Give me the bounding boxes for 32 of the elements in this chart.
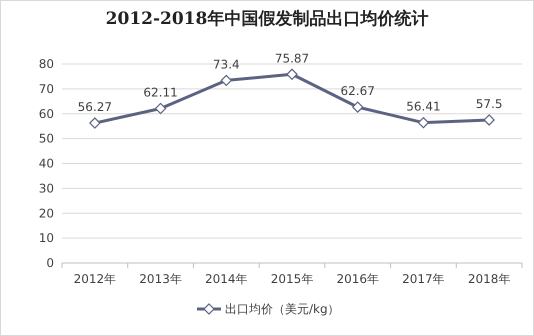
data-label: 62.67 [340, 84, 375, 98]
y-tick-label: 70 [38, 82, 54, 96]
x-tick-label: 2014年 [205, 272, 248, 286]
y-tick-label: 30 [38, 181, 54, 196]
point [418, 117, 430, 128]
point [352, 102, 364, 113]
data-label: 56.27 [78, 100, 112, 114]
x-tick-label: 2015年 [270, 272, 314, 286]
y-tick-label: 10 [38, 231, 54, 246]
y-tick-label: 80 [38, 57, 54, 71]
y-tick-label: 0 [46, 256, 54, 270]
point [89, 117, 100, 129]
x-tick-label: 2018年 [468, 272, 510, 286]
point [484, 114, 495, 126]
chart-title: 2012-2018年中国假发制品出口均价统计 [106, 9, 428, 29]
y-tick-label: 20 [38, 206, 54, 220]
data-label: 57.5 [476, 96, 502, 111]
x-tick-label: 2016年 [336, 272, 379, 286]
x-tick-label: 2017年 [402, 272, 445, 286]
point [286, 68, 298, 80]
y-tick-label: 40 [38, 156, 54, 170]
y-tick-label: 60 [38, 106, 54, 121]
point [154, 102, 166, 114]
point [220, 74, 232, 86]
data-label: 56.41 [406, 100, 441, 114]
data-label: 75.87 [274, 51, 310, 66]
x-tick-label: 2012年 [74, 272, 116, 286]
y-tick-label: 50 [38, 132, 54, 146]
data-label: 62.11 [143, 86, 178, 100]
x-tick-label: 2013年 [139, 272, 182, 286]
legend-label: 出口均价（美元/kg） [225, 302, 340, 316]
data-label: 73.4 [212, 57, 240, 72]
